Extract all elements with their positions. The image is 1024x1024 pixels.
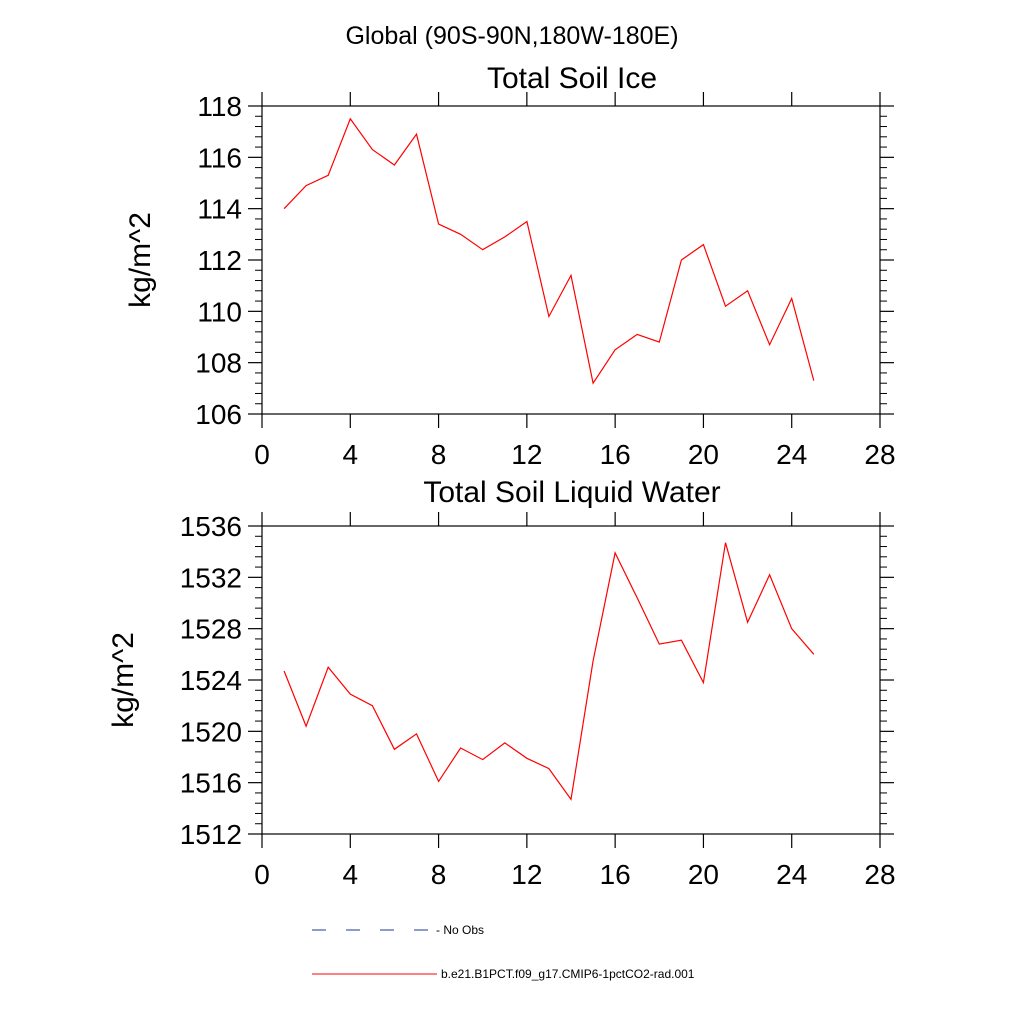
x-tick-label: 8 (431, 859, 447, 890)
y-tick-label: 106 (195, 399, 242, 430)
x-tick-label: 20 (688, 439, 719, 470)
y-tick-label: 114 (197, 194, 242, 225)
chart-panel-2: Total Soil Liquid Water 0 4 8 12 16 20 24 28 1512… (107, 476, 896, 890)
x-tick-label: 12 (511, 439, 542, 470)
x-tick-label: 20 (688, 859, 719, 890)
x-tick-label: 28 (864, 439, 895, 470)
x-tick-label: 4 (342, 439, 358, 470)
x-tick-label: 28 (864, 859, 895, 890)
legend: - No Obs b.e21.B1PCT.f09_g17.CMIP6-1pctCO… (312, 923, 695, 981)
x-tick-label: 0 (254, 859, 270, 890)
y-tick-label: 1520 (180, 716, 242, 747)
y-tick-label: 1532 (180, 562, 242, 593)
panel-title: Total Soil Ice (487, 62, 657, 95)
x-tick-label: 16 (600, 859, 631, 890)
legend-label-no-obs: - No Obs (436, 923, 484, 937)
x-tick-label: 24 (776, 439, 807, 470)
x-tick-label: 24 (776, 859, 807, 890)
y-axis-label: kg/m^2 (124, 212, 157, 308)
y-tick-label: 110 (197, 296, 242, 327)
y-tick-label: 1536 (180, 511, 242, 542)
y-tick-label: 112 (197, 245, 242, 276)
figure-title: Global (90S-90N,180W-180E) (345, 22, 678, 50)
series-line (283, 117, 815, 385)
y-tick-label: 1512 (180, 819, 242, 850)
panel-title: Total Soil Liquid Water (423, 476, 720, 509)
y-tick-label: 1516 (180, 768, 242, 799)
x-tick-label: 0 (254, 439, 270, 470)
y-tick-label: 116 (197, 142, 242, 173)
chart-panel-1: Total Soil Ice 0 4 8 12 16 20 24 28 106 108 110 112 1… (124, 62, 896, 470)
plot-frame (261, 525, 881, 835)
x-tick-label: 12 (511, 859, 542, 890)
y-tick-label: 118 (197, 91, 242, 122)
x-tick-label: 16 (600, 439, 631, 470)
y-axis-label: kg/m^2 (107, 632, 140, 728)
plot-frame (261, 105, 881, 415)
series-line (283, 542, 815, 801)
x-tick-label: 4 (342, 859, 358, 890)
y-tick-label: 108 (195, 348, 242, 379)
y-tick-label: 1528 (180, 614, 242, 645)
y-tick-label: 1524 (180, 665, 242, 696)
legend-label-model: b.e21.B1PCT.f09_g17.CMIP6-1pctCO2-rad.00… (441, 967, 695, 981)
x-tick-label: 8 (431, 439, 447, 470)
